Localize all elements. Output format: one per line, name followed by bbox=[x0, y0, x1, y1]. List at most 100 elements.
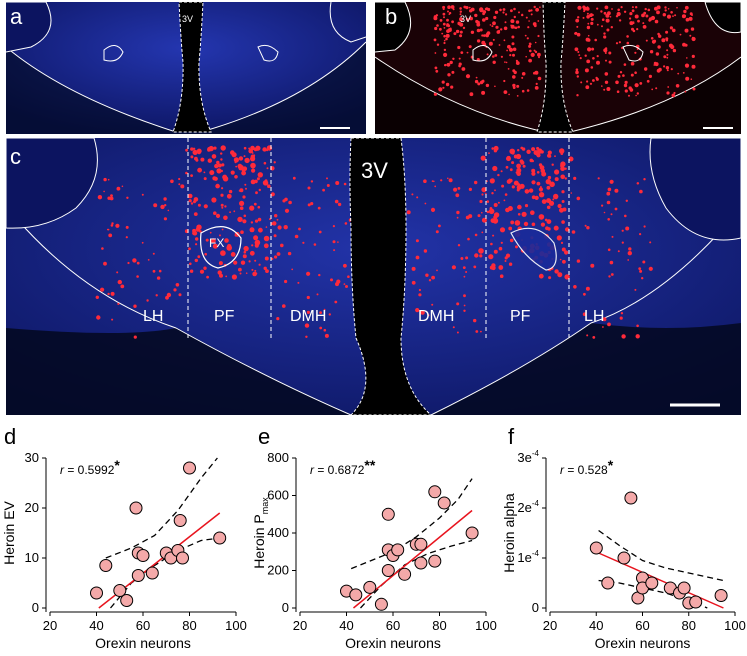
neuron-dot bbox=[436, 24, 439, 27]
neuron-dot bbox=[506, 155, 511, 160]
neuron-dot bbox=[116, 271, 119, 274]
neuron-dot bbox=[263, 243, 269, 249]
neuron-dot bbox=[264, 268, 266, 271]
neuron-dot bbox=[214, 163, 219, 169]
neuron-dot bbox=[504, 193, 508, 196]
neuron-dot bbox=[435, 230, 439, 234]
neuron-dot bbox=[310, 180, 314, 183]
neuron-dot bbox=[664, 9, 667, 12]
neuron-dot bbox=[319, 311, 322, 314]
neuron-dot bbox=[427, 314, 430, 317]
neuron-dot bbox=[684, 28, 689, 33]
neuron-dot bbox=[596, 23, 599, 26]
neuron-dot bbox=[614, 207, 618, 211]
neuron-dot bbox=[322, 188, 325, 192]
neuron-dot bbox=[526, 89, 530, 92]
neuron-dot bbox=[620, 6, 623, 9]
panel-label-a: a bbox=[10, 4, 23, 29]
neuron-dot bbox=[243, 155, 246, 158]
neuron-dot bbox=[211, 197, 217, 203]
data-point bbox=[414, 537, 428, 551]
data-point bbox=[99, 559, 113, 572]
neuron-dot bbox=[273, 161, 276, 164]
neuron-dot bbox=[625, 199, 628, 202]
neuron-dot bbox=[306, 310, 310, 314]
neuron-dot bbox=[288, 200, 292, 205]
neuron-dot bbox=[178, 293, 182, 297]
neuron-dot bbox=[634, 51, 637, 54]
neuron-dot bbox=[630, 61, 635, 66]
neuron-dot bbox=[482, 18, 486, 22]
neuron-dot bbox=[689, 34, 692, 37]
data-point bbox=[176, 551, 189, 565]
neuron-dot bbox=[277, 225, 282, 230]
neuron-dot bbox=[282, 199, 286, 203]
neuron-dot bbox=[243, 214, 247, 218]
neuron-dot bbox=[482, 12, 485, 16]
neuron-dot bbox=[499, 8, 502, 12]
neuron-dot bbox=[587, 34, 590, 37]
neuron-dot bbox=[562, 207, 567, 212]
micrograph-panel-c: c 3V FX LH PF DMH DMH PF LH bbox=[6, 138, 741, 415]
neuron-dot bbox=[468, 187, 472, 191]
neuron-dot bbox=[614, 188, 619, 193]
neuron-dot bbox=[448, 178, 453, 183]
ventricle-label-c: 3V bbox=[361, 158, 388, 183]
neuron-dot bbox=[436, 269, 438, 272]
neuron-dot bbox=[117, 279, 123, 285]
y-axis-label: Heroin EV bbox=[1, 500, 17, 564]
neuron-dot bbox=[527, 26, 530, 29]
neuron-dot bbox=[619, 316, 623, 320]
x-tick-label: 80 bbox=[432, 618, 446, 633]
neuron-dot bbox=[509, 148, 515, 155]
neuron-dot bbox=[197, 203, 201, 207]
neuron-dot bbox=[631, 9, 635, 13]
neuron-dot bbox=[670, 68, 673, 71]
neuron-dot bbox=[511, 161, 515, 165]
neuron-dot bbox=[243, 146, 247, 150]
neuron-dot bbox=[274, 255, 278, 259]
neuron-dot bbox=[509, 238, 514, 243]
x-tick-label: 20 bbox=[543, 618, 557, 633]
neuron-dot bbox=[506, 179, 512, 184]
neuron-dot bbox=[133, 304, 137, 308]
data-point bbox=[213, 531, 227, 545]
neuron-dot bbox=[243, 250, 247, 254]
neuron-dot bbox=[602, 326, 604, 328]
neuron-dot bbox=[141, 241, 144, 244]
neuron-dot bbox=[596, 60, 600, 65]
neuron-dot bbox=[108, 233, 113, 238]
neuron-dot bbox=[459, 34, 463, 38]
neuron-dot bbox=[488, 152, 490, 154]
neuron-dot bbox=[518, 11, 520, 14]
neuron-dot bbox=[519, 159, 524, 164]
neuron-dot bbox=[196, 148, 202, 154]
y-tick-label: 400 bbox=[267, 525, 289, 540]
neuron-dot bbox=[425, 273, 429, 277]
neuron-dot bbox=[136, 275, 139, 278]
ventricle-label-b: 3V bbox=[460, 14, 472, 24]
neuron-dot bbox=[276, 317, 280, 321]
data-point bbox=[398, 567, 412, 581]
neuron-dot bbox=[611, 235, 614, 238]
neuron-dot bbox=[433, 16, 438, 21]
neuron-dot bbox=[509, 54, 512, 57]
neuron-dot bbox=[330, 278, 333, 282]
correlation-annotation: r = 0.5992* bbox=[60, 457, 120, 477]
neuron-dot bbox=[431, 303, 434, 306]
neuron-dot bbox=[596, 55, 599, 58]
neuron-dot bbox=[589, 82, 593, 85]
neuron-dot bbox=[117, 302, 120, 305]
neuron-dot bbox=[147, 259, 150, 261]
neuron-dot bbox=[442, 86, 445, 89]
neuron-dot bbox=[415, 255, 420, 260]
neuron-dot bbox=[221, 206, 224, 209]
neuron-dot bbox=[459, 22, 464, 27]
neuron-dot bbox=[216, 160, 220, 165]
neuron-dot bbox=[461, 67, 466, 71]
neuron-dot bbox=[115, 223, 120, 228]
neuron-dot bbox=[224, 205, 227, 208]
neuron-dot bbox=[682, 72, 685, 74]
neuron-dot bbox=[337, 241, 339, 243]
neuron-dot bbox=[560, 161, 566, 167]
